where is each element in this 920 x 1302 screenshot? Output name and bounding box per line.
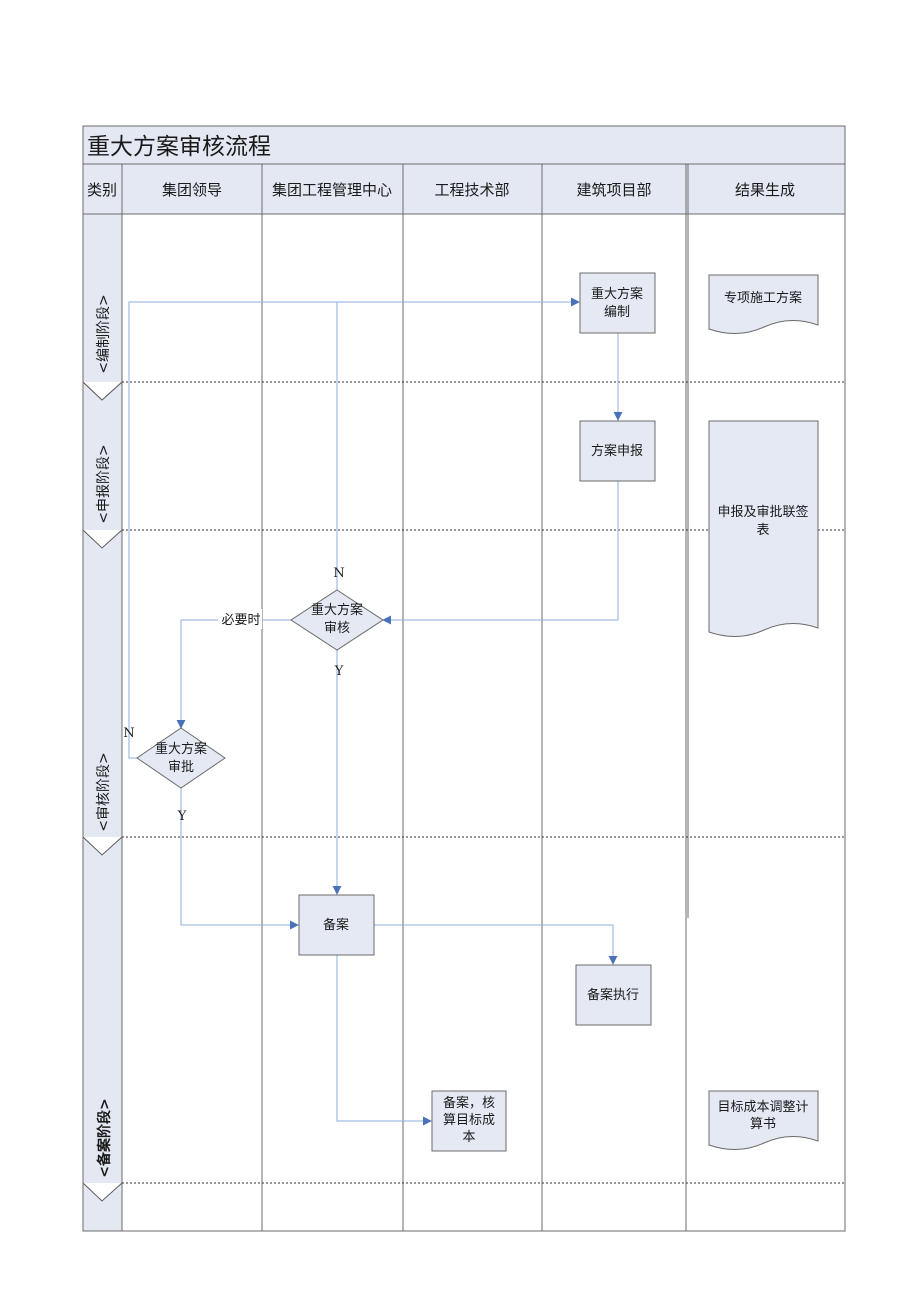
node-compile: 重大方案 编制 <box>579 272 656 334</box>
svg-text:表: 表 <box>756 523 769 538</box>
svg-text:方案申报: 方案申报 <box>591 443 643 459</box>
phase-notch-2 <box>82 529 123 549</box>
doc-approval-form: 申报及审批联签 表 <box>708 420 819 637</box>
svg-text:算目标成: 算目标成 <box>443 1113 495 1128</box>
svg-text:申报及审批联签: 申报及审批联签 <box>717 504 808 520</box>
node-filing: 备案 <box>298 894 375 956</box>
node-approve-decision: 重大方案 审批 <box>136 727 226 789</box>
edge-declare-to-review <box>382 481 619 625</box>
edge-label-review-no: N <box>333 566 344 581</box>
svg-text:备案: 备案 <box>323 917 349 933</box>
edge-approve-yes-to-filing <box>180 788 299 930</box>
edge-label-review-yes: Y <box>334 664 344 679</box>
edge-filing-to-execute <box>374 924 618 965</box>
lane-header-results: 结果生成 <box>735 181 795 199</box>
phase-label-compile: <编制阶段> <box>96 294 112 373</box>
edge-approve-no-to-compile <box>128 301 337 759</box>
header-category: 类别 <box>87 181 117 199</box>
lane-header-group-leaders: 集团领导 <box>162 181 222 199</box>
svg-text:编制: 编制 <box>604 305 630 320</box>
edge-label-approve-no: N <box>123 726 134 741</box>
edge-review-to-approve <box>176 619 291 729</box>
svg-text:目标成本调整计: 目标成本调整计 <box>717 1100 808 1115</box>
node-execute: 备案执行 <box>575 964 652 1026</box>
edge-label-approve-yes: Y <box>177 809 187 824</box>
diagram-title: 重大方案审核流程 <box>87 134 271 160</box>
svg-text:重大方案: 重大方案 <box>155 741 207 757</box>
phase-label-declare: <申报阶段> <box>96 444 112 523</box>
svg-text:专项施工方案: 专项施工方案 <box>724 290 802 306</box>
table-frame <box>82 213 846 1232</box>
edge-review-no-to-compile <box>336 297 580 590</box>
lane-header-tech-dept: 工程技术部 <box>434 181 509 199</box>
svg-text:本: 本 <box>462 1130 475 1145</box>
phase-notch-4 <box>82 1182 123 1202</box>
svg-text:备案执行: 备案执行 <box>587 987 639 1003</box>
phase-notch-3 <box>82 836 123 856</box>
svg-text:审核: 审核 <box>324 621 350 636</box>
svg-text:审批: 审批 <box>168 760 194 775</box>
phase-label-review: <审核阶段> <box>96 752 112 831</box>
svg-text:重大方案: 重大方案 <box>311 602 363 618</box>
lane-header-engineering-center: 集团工程管理中心 <box>272 181 392 199</box>
svg-text:重大方案: 重大方案 <box>591 286 643 302</box>
node-cost: 备案，核 算目标成 本 <box>431 1090 507 1152</box>
title-band <box>82 125 846 165</box>
edge-filing-to-cost <box>336 955 432 1126</box>
node-declare: 方案申报 <box>579 420 656 482</box>
header-row <box>82 163 846 215</box>
edge-label-when-needed: 必要时 <box>221 613 260 628</box>
node-review-decision: 重大方案 审核 <box>290 589 384 651</box>
svg-text:算书: 算书 <box>750 1117 776 1132</box>
svg-text:备案，核: 备案，核 <box>443 1095 495 1111</box>
doc-special-plan: 专项施工方案 <box>708 274 819 334</box>
lane-header-project-dept: 建筑项目部 <box>576 181 651 199</box>
phase-label-filing: <备案阶段> <box>96 1098 113 1177</box>
doc-cost-adjust: 目标成本调整计 算书 <box>708 1090 819 1150</box>
